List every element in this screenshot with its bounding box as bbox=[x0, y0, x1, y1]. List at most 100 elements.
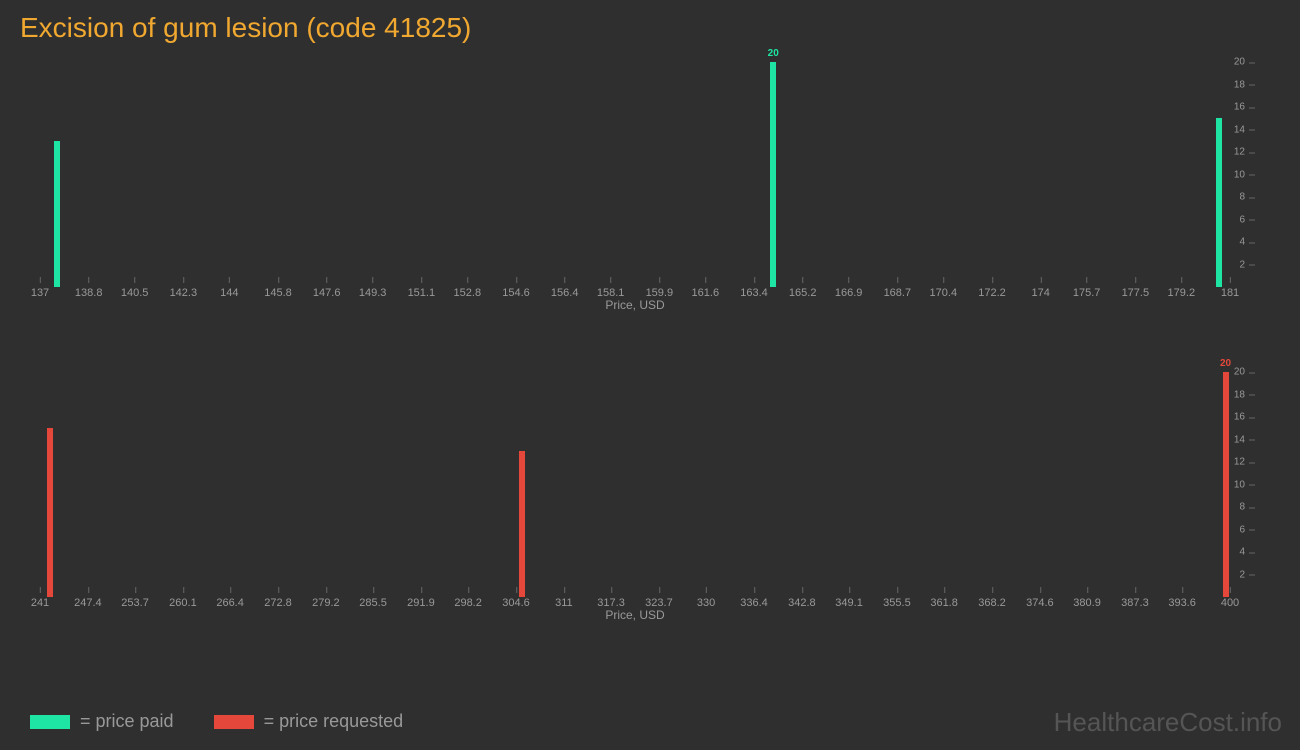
legend-item-requested: = price requested bbox=[214, 711, 404, 732]
y-tick: 2 bbox=[1239, 569, 1245, 580]
x-tick: 158.1 bbox=[597, 287, 625, 299]
x-tick: 361.8 bbox=[930, 597, 958, 609]
x-tick: 317.3 bbox=[597, 597, 625, 609]
x-tick: 165.2 bbox=[789, 287, 817, 299]
bar bbox=[54, 141, 60, 287]
x-tick: 279.2 bbox=[312, 597, 340, 609]
legend-item-paid: = price paid bbox=[30, 711, 174, 732]
x-tick: 253.7 bbox=[121, 597, 149, 609]
x-tick: 247.4 bbox=[74, 597, 102, 609]
x-tick: 285.5 bbox=[359, 597, 387, 609]
x-tick: 368.2 bbox=[978, 597, 1006, 609]
x-tick: 298.2 bbox=[454, 597, 482, 609]
y-tick: 12 bbox=[1234, 147, 1245, 158]
x-axis-paid: Price, USD 137138.8140.5142.3144145.8147… bbox=[40, 287, 1230, 317]
plot-area-requested: 20 bbox=[40, 372, 1230, 597]
x-tick: 140.5 bbox=[121, 287, 149, 299]
y-tick: 4 bbox=[1239, 547, 1245, 558]
x-tick: 138.8 bbox=[75, 287, 103, 299]
y-tick: 6 bbox=[1239, 214, 1245, 225]
x-tick: 330 bbox=[697, 597, 715, 609]
x-tick: 144 bbox=[220, 287, 238, 299]
x-tick: 156.4 bbox=[551, 287, 579, 299]
x-tick: 142.3 bbox=[170, 287, 198, 299]
bar: 20 bbox=[1223, 372, 1229, 597]
x-tick: 154.6 bbox=[502, 287, 530, 299]
x-tick: 181 bbox=[1221, 287, 1239, 299]
x-tick: 175.7 bbox=[1073, 287, 1101, 299]
y-tick: 20 bbox=[1234, 57, 1245, 68]
x-tick: 174 bbox=[1031, 287, 1049, 299]
x-tick: 147.6 bbox=[313, 287, 341, 299]
y-tick: 18 bbox=[1234, 79, 1245, 90]
x-tick: 166.9 bbox=[835, 287, 863, 299]
x-tick: 152.8 bbox=[454, 287, 482, 299]
x-tick: 393.6 bbox=[1168, 597, 1196, 609]
x-tick: 380.9 bbox=[1073, 597, 1101, 609]
x-tick: 311 bbox=[555, 597, 573, 609]
x-tick: 170.4 bbox=[930, 287, 958, 299]
y-axis-requested: Number of services provided 246810121416… bbox=[1230, 372, 1270, 597]
x-tick: 145.8 bbox=[264, 287, 292, 299]
x-tick: 349.1 bbox=[835, 597, 863, 609]
x-tick: 387.3 bbox=[1121, 597, 1149, 609]
chart-title: Excision of gum lesion (code 41825) bbox=[0, 0, 1300, 52]
bar-value-label: 20 bbox=[1220, 358, 1231, 369]
y-tick: 20 bbox=[1234, 367, 1245, 378]
x-tick: 159.9 bbox=[646, 287, 674, 299]
y-tick: 6 bbox=[1239, 524, 1245, 535]
x-tick: 161.6 bbox=[692, 287, 720, 299]
y-tick: 8 bbox=[1239, 502, 1245, 513]
watermark: HealthcareCost.info bbox=[1054, 707, 1282, 738]
x-tick: 342.8 bbox=[788, 597, 816, 609]
legend-label: = price paid bbox=[80, 711, 174, 732]
x-tick: 151.1 bbox=[408, 287, 436, 299]
plot-area-paid: 20 bbox=[40, 62, 1230, 287]
legend-label: = price requested bbox=[264, 711, 404, 732]
x-axis-requested: Price, USD 241247.4253.7260.1266.4272.82… bbox=[40, 597, 1230, 627]
y-tick: 16 bbox=[1234, 102, 1245, 113]
chart-price-requested: 20 Price, USD 241 247.4 253.7 260.1 266.4 272… bbox=[20, 362, 1280, 652]
y-tick: 2 bbox=[1239, 259, 1245, 270]
y-tick: 18 bbox=[1234, 389, 1245, 400]
x-tick: 163.4 bbox=[740, 287, 768, 299]
bar-value-label: 20 bbox=[768, 48, 779, 59]
charts-container: 20 Price, USD 137138.8140.5142.3144145.8… bbox=[0, 52, 1300, 652]
x-tick: 291.9 bbox=[407, 597, 435, 609]
bar bbox=[47, 428, 53, 597]
legend-swatch-paid bbox=[30, 715, 70, 729]
x-tick: 260.1 bbox=[169, 597, 197, 609]
x-tick: 168.7 bbox=[884, 287, 912, 299]
x-tick: 304.6 bbox=[502, 597, 530, 609]
x-tick: 355.5 bbox=[883, 597, 911, 609]
chart-price-paid: 20 Price, USD 137138.8140.5142.3144145.8… bbox=[20, 52, 1280, 342]
x-axis-label: Price, USD bbox=[605, 608, 664, 622]
bar: 20 bbox=[770, 62, 776, 287]
x-tick: 179.2 bbox=[1168, 287, 1196, 299]
x-tick: 177.5 bbox=[1122, 287, 1150, 299]
y-axis-paid: Number of services provided 246810121416… bbox=[1230, 62, 1270, 287]
x-tick: 137 bbox=[31, 287, 49, 299]
legend-swatch-requested bbox=[214, 715, 254, 729]
y-tick: 10 bbox=[1234, 479, 1245, 490]
y-tick: 4 bbox=[1239, 237, 1245, 248]
x-tick: 266.4 bbox=[216, 597, 244, 609]
x-tick: 149.3 bbox=[359, 287, 387, 299]
x-tick: 336.4 bbox=[740, 597, 768, 609]
y-tick: 8 bbox=[1239, 192, 1245, 203]
legend: = price paid = price requested bbox=[30, 711, 403, 732]
y-tick: 14 bbox=[1234, 434, 1245, 445]
bar bbox=[519, 451, 525, 597]
x-tick: 323.7 bbox=[645, 597, 673, 609]
y-tick: 16 bbox=[1234, 412, 1245, 423]
y-tick: 10 bbox=[1234, 169, 1245, 180]
x-tick: 400 bbox=[1221, 597, 1239, 609]
y-tick: 14 bbox=[1234, 124, 1245, 135]
x-axis-label: Price, USD bbox=[605, 298, 664, 312]
x-tick: 172.2 bbox=[978, 287, 1006, 299]
x-tick: 241 bbox=[31, 597, 49, 609]
x-tick: 374.6 bbox=[1026, 597, 1054, 609]
bar bbox=[1216, 118, 1222, 287]
y-tick: 12 bbox=[1234, 457, 1245, 468]
x-tick: 272.8 bbox=[264, 597, 292, 609]
